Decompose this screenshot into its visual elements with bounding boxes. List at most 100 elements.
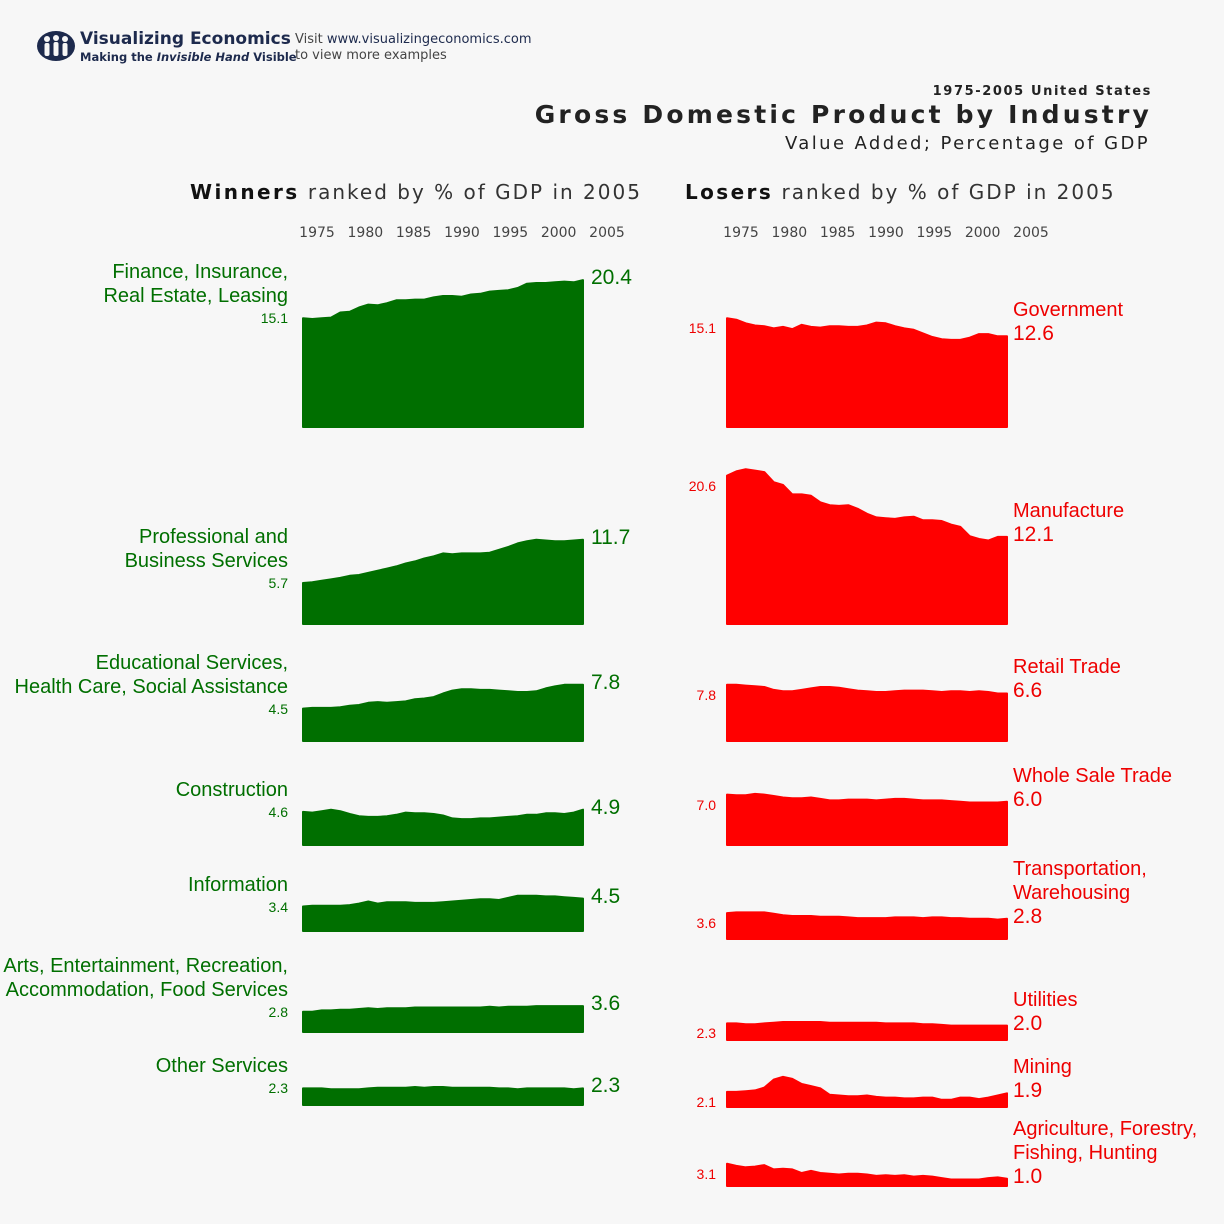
losers-start-value: 7.8	[696, 686, 716, 703]
winners-year-tick: 1990	[444, 225, 480, 241]
losers-area-series	[726, 317, 1008, 428]
winners-start-value: 15.1	[260, 310, 288, 327]
tagline-prefix: Making the	[80, 50, 157, 64]
losers-year-tick: 2005	[1013, 225, 1049, 241]
winners-industry-label: Professional and	[139, 525, 288, 548]
losers-year-tick: 2000	[964, 225, 1001, 241]
winners-area-series	[302, 894, 584, 932]
winners-start-value: 4.5	[268, 700, 288, 717]
winners-title-rest: ranked by % of GDP in 2005	[299, 180, 642, 204]
winners-industry-label: Educational Services,	[95, 651, 288, 674]
losers-industry-label: Whole Sale Trade	[1013, 764, 1172, 787]
winners-area-series	[302, 1086, 584, 1106]
losers-industry-label: Transportation,	[1013, 857, 1147, 880]
losers-year-tick: 1990	[868, 225, 904, 241]
winners-industry-label: Business Services	[124, 549, 288, 572]
losers-area-series	[726, 468, 1008, 625]
losers-start-value: 3.1	[696, 1165, 716, 1182]
losers-year-tick: 1985	[819, 225, 856, 241]
winners-end-value: 3.6	[591, 992, 621, 1016]
winners-end-value: 4.5	[591, 884, 621, 908]
losers-year-tick: 1980	[771, 225, 808, 241]
losers-area-series	[726, 683, 1008, 742]
winners-area-series	[302, 683, 584, 742]
tagline-italic: Invisible Hand	[156, 50, 250, 64]
winners-year-tick: 1995	[492, 225, 529, 241]
losers-industry-label: Fishing, Hunting	[1013, 1141, 1158, 1164]
losers-industry-label: Utilities	[1013, 988, 1078, 1011]
winners-area-series	[302, 1005, 584, 1033]
visit-text: Visit	[295, 32, 327, 47]
losers-end-value: 12.1	[1013, 522, 1054, 546]
winners-panel-title: Winners ranked by % of GDP in 2005	[190, 180, 642, 204]
winners-end-value: 2.3	[591, 1074, 621, 1098]
winners-end-value: 20.4	[591, 266, 632, 290]
losers-panel-title: Losers ranked by % of GDP in 2005	[685, 180, 1116, 204]
winners-area-series	[302, 279, 584, 428]
brand-name: Visualizing Economics	[80, 29, 291, 49]
losers-start-value: 20.6	[688, 477, 716, 494]
losers-area-series	[726, 1021, 1008, 1041]
winners-start-value: 2.3	[268, 1080, 288, 1097]
winners-start-value: 5.7	[268, 574, 288, 591]
losers-end-value: 12.6	[1013, 322, 1054, 346]
losers-title-rest: ranked by % of GDP in 2005	[773, 180, 1116, 204]
winners-industry-label: Real Estate, Leasing	[103, 285, 288, 308]
losers-industry-label: Manufacture	[1013, 499, 1125, 522]
tagline-suffix: Visible	[249, 50, 297, 64]
losers-industry-label: Government	[1013, 299, 1124, 322]
losers-start-value: 15.1	[688, 320, 716, 337]
winners-start-value: 4.6	[268, 803, 288, 820]
losers-industry-label: Warehousing	[1013, 881, 1131, 904]
losers-end-value: 2.8	[1013, 904, 1043, 928]
visit-line: Visit www.visualizingeconomics.com	[295, 32, 532, 47]
losers-end-value: 1.0	[1013, 1164, 1043, 1188]
losers-area-series	[726, 792, 1008, 846]
losers-start-value: 2.1	[696, 1093, 716, 1110]
people-logo-icon	[37, 31, 75, 61]
brand-tagline: Making the Invisible Hand Visible	[80, 50, 297, 64]
winners-year-tick: 1985	[395, 225, 432, 241]
losers-end-value: 6.0	[1013, 787, 1043, 811]
losers-area-series	[726, 911, 1008, 940]
losers-start-value: 3.6	[696, 915, 716, 932]
losers-title-bold: Losers	[685, 180, 774, 204]
winners-year-tick: 1975	[299, 225, 335, 241]
winners-start-value: 3.4	[268, 898, 288, 915]
winners-area-series	[302, 538, 584, 625]
chart-title: Gross Domestic Product by Industry	[534, 100, 1152, 129]
winners-industry-label: Arts, Entertainment, Recreation,	[3, 954, 288, 977]
losers-end-value: 1.9	[1013, 1079, 1043, 1103]
losers-industry-label: Retail Trade	[1013, 656, 1121, 679]
chart-subtitle-bottom: Value Added; Percentage of GDP	[784, 133, 1150, 154]
winners-year-tick: 2000	[540, 225, 577, 241]
winners-start-value: 2.8	[268, 1003, 288, 1020]
losers-year-tick: 1995	[916, 225, 953, 241]
winners-year-tick: 2005	[589, 225, 625, 241]
winners-end-value: 7.8	[591, 670, 621, 694]
chart-subtitle-top: 1975-2005 United States	[932, 84, 1152, 99]
losers-start-value: 2.3	[696, 1025, 716, 1042]
losers-industry-label: Agriculture, Forestry,	[1013, 1117, 1198, 1140]
losers-area-series	[726, 1162, 1008, 1187]
winners-year-tick: 1980	[347, 225, 384, 241]
winners-industry-label: Construction	[175, 778, 288, 801]
winners-end-value: 4.9	[591, 795, 621, 819]
website-link[interactable]: www.visualizingeconomics.com	[326, 32, 532, 47]
winners-industry-label: Other Services	[155, 1055, 288, 1078]
losers-area-series	[726, 1075, 1008, 1108]
winners-industry-label: Health Care, Social Assistance	[14, 675, 288, 698]
winners-industry-label: Accommodation, Food Services	[5, 978, 288, 1001]
losers-year-tick: 1975	[723, 225, 759, 241]
winners-area-series	[302, 808, 584, 846]
losers-end-value: 6.6	[1013, 679, 1043, 703]
losers-industry-label: Mining	[1013, 1056, 1072, 1079]
winners-title-bold: Winners	[190, 180, 300, 204]
losers-end-value: 2.0	[1013, 1011, 1043, 1035]
winners-industry-label: Finance, Insurance,	[112, 261, 288, 284]
visit-line-2: to view more examples	[295, 48, 447, 63]
winners-end-value: 11.7	[591, 525, 631, 549]
winners-industry-label: Information	[187, 873, 288, 896]
losers-start-value: 7.0	[696, 796, 716, 813]
